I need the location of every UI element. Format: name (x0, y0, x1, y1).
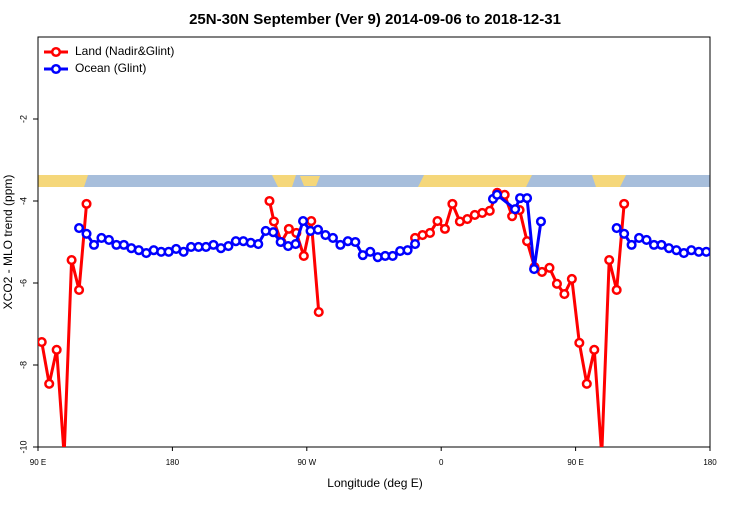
data-point (290, 239, 301, 250)
data-point (574, 337, 585, 348)
x-tick-label: 90 E (567, 458, 583, 467)
data-point (38, 336, 47, 348)
data-point (484, 205, 495, 216)
y-tick-label: -6 (18, 279, 28, 287)
data-point (335, 239, 346, 250)
chart-title: 25N-30N September (Ver 9) 2014-09-06 to … (189, 11, 561, 28)
data-point (410, 239, 421, 250)
data-point (268, 216, 279, 227)
data-point (275, 236, 286, 248)
data-point (626, 239, 637, 250)
data-point (447, 198, 458, 209)
data-point (387, 250, 398, 261)
data-point (589, 344, 600, 355)
x-tick-label: 180 (703, 458, 717, 467)
data-point (581, 378, 592, 389)
data-point (559, 289, 570, 300)
legend-item: Land (Nadir&Glint) (44, 44, 174, 58)
legend-marker (50, 63, 62, 75)
x-tick-label: 180 (166, 458, 180, 467)
y-tick-label: -4 (18, 197, 28, 205)
legend-item: Ocean (Glint) (44, 61, 146, 75)
data-point (312, 224, 324, 235)
data-point (88, 239, 100, 250)
x-tick-label: 90 E (30, 458, 46, 467)
map-strip (38, 175, 710, 187)
data-point (313, 307, 324, 318)
y-tick-label: -10 (18, 440, 28, 453)
data-point (103, 234, 114, 245)
data-point (327, 232, 338, 243)
data-point (178, 246, 189, 257)
data-point (535, 216, 547, 227)
data-point (510, 204, 521, 215)
data-point (598, 451, 606, 459)
data-point (283, 223, 294, 234)
data-point (544, 262, 555, 273)
y-tick-label: -8 (18, 361, 28, 369)
x-axis-label: Longitude (deg E) (327, 476, 422, 490)
data-point (223, 241, 234, 252)
data-point (60, 451, 68, 459)
data-point (611, 223, 622, 234)
data-point (74, 284, 85, 296)
data-point (74, 223, 85, 234)
legend-marker (50, 46, 62, 58)
data-point (81, 198, 92, 209)
legend-label: Ocean (Glint) (75, 61, 146, 75)
data-point (611, 284, 622, 296)
data-point (492, 189, 503, 200)
data-point (462, 213, 473, 225)
data-point (619, 228, 630, 239)
data-point (522, 193, 533, 204)
data-point (298, 216, 309, 227)
data-point (51, 344, 62, 355)
y-tick-label: -2 (18, 115, 28, 123)
data-point (44, 378, 55, 389)
data-point (350, 236, 361, 248)
data-point (439, 223, 450, 234)
data-point (604, 254, 615, 266)
data-point (66, 254, 77, 266)
legend-label: Land (Nadir&Glint) (75, 44, 174, 58)
data-point (81, 228, 92, 239)
data-point (365, 246, 376, 257)
data-point (268, 227, 279, 238)
x-tick-label: 90 W (297, 458, 316, 467)
data-point (566, 273, 577, 284)
data-point (306, 216, 317, 227)
data-point (551, 278, 562, 289)
data-point (253, 239, 264, 250)
series-line (40, 191, 626, 447)
data-point (402, 245, 413, 256)
plot-frame (37, 36, 711, 448)
data-point (424, 227, 436, 239)
data-point (701, 246, 710, 257)
data-point (619, 198, 630, 209)
plot-area (38, 187, 710, 459)
data-point (432, 216, 443, 227)
data-point (264, 195, 275, 207)
data-point (641, 234, 652, 245)
x-tick-label: 0 (439, 458, 444, 467)
data-point (529, 264, 540, 275)
y-axis-label: XCO2 - MLO trend (ppm) (1, 175, 15, 310)
data-point (298, 250, 309, 261)
